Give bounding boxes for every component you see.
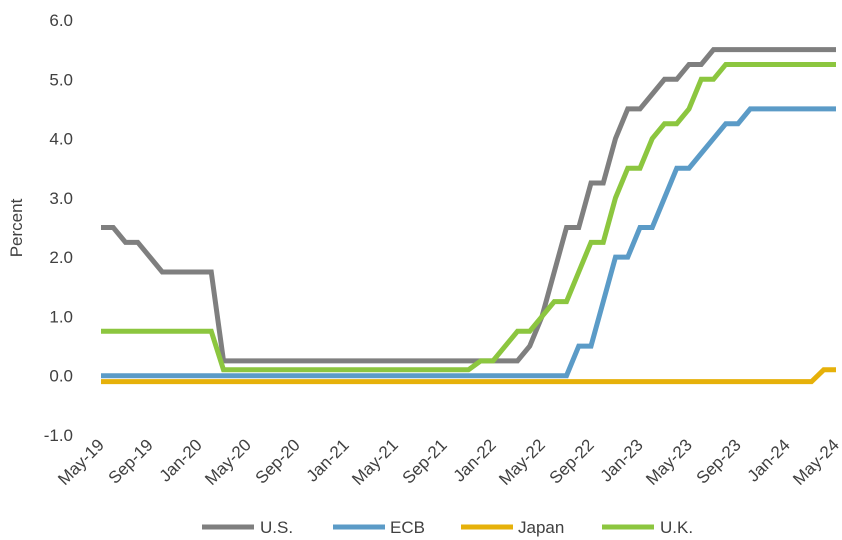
legend-item: U.S. — [202, 518, 293, 537]
y-axis: -1.0 0.0 1.0 2.0 3.0 4.0 5.0 6.0 — [44, 11, 73, 445]
series-lines — [101, 47, 836, 385]
x-tick-label: Jan-22 — [450, 435, 500, 485]
x-tick-label: May-23 — [642, 435, 696, 489]
x-tick-label: Jan-24 — [744, 435, 794, 485]
y-tick-label: 5.0 — [49, 70, 73, 89]
series-line-u-s — [101, 47, 836, 364]
series-line-u-k — [101, 61, 836, 373]
legend-item: U.K. — [602, 518, 693, 537]
legend-label: ECB — [390, 518, 425, 537]
x-tick-label: Jan-21 — [303, 435, 353, 485]
x-tick-label: Jan-20 — [156, 435, 206, 485]
x-tick-label: Sep-21 — [399, 435, 451, 487]
x-tick-label: Jan-23 — [597, 435, 647, 485]
y-tick-label: -1.0 — [44, 426, 73, 445]
legend-item: ECB — [333, 518, 425, 537]
x-tick-label: Sep-22 — [546, 435, 598, 487]
y-tick-label: 6.0 — [49, 11, 73, 30]
legend-item: Japan — [461, 518, 564, 537]
x-tick-label: Sep-23 — [693, 435, 745, 487]
y-tick-label: 2.0 — [49, 248, 73, 267]
y-tick-label: 0.0 — [49, 367, 73, 386]
series-line-japan — [101, 367, 836, 385]
x-tick-label: Sep-19 — [105, 435, 157, 487]
x-tick-label: May-24 — [789, 435, 842, 489]
x-tick-label: Sep-20 — [252, 435, 304, 487]
y-axis-title: Percent — [7, 198, 26, 257]
series-line-ecb — [101, 106, 836, 379]
y-tick-label: 3.0 — [49, 189, 73, 208]
x-tick-label: May-20 — [201, 435, 255, 489]
legend-label: U.K. — [660, 518, 693, 537]
x-tick-label: May-22 — [495, 435, 549, 489]
y-tick-label: 1.0 — [49, 307, 73, 326]
x-tick-label: May-21 — [348, 435, 402, 489]
legend-label: Japan — [518, 518, 564, 537]
y-tick-label: 4.0 — [49, 130, 73, 149]
legend-label: U.S. — [260, 518, 293, 537]
x-axis: May-19Sep-19Jan-20May-20Sep-20Jan-21May-… — [54, 435, 842, 489]
legend: U.S. ECB Japan U.K. — [202, 518, 693, 537]
